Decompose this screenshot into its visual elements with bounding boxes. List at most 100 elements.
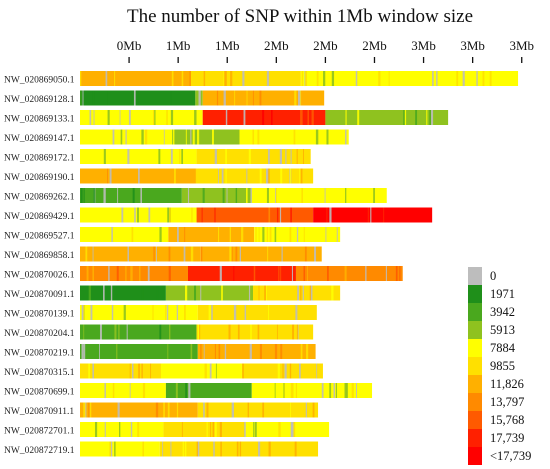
density-window — [274, 344, 278, 359]
density-window — [133, 90, 136, 106]
row-label: NW_020869172.1 — [4, 154, 75, 164]
row-label: NW_020870139.1 — [4, 310, 75, 320]
density-window — [269, 227, 272, 242]
density-window — [268, 441, 271, 457]
chromosome-row: NW_020869429.1 — [4, 207, 433, 223]
density-window — [185, 383, 188, 398]
density-window — [307, 110, 309, 125]
density-window — [176, 402, 179, 418]
density-window — [194, 285, 197, 301]
density-window — [301, 110, 303, 125]
density-window — [196, 129, 200, 145]
chromosome-row: NW_020870219.1 — [4, 344, 316, 359]
density-window — [325, 227, 327, 242]
density-window — [156, 285, 159, 301]
density-window — [92, 363, 94, 379]
density-window — [367, 207, 370, 223]
density-window — [176, 305, 179, 320]
density-segment — [80, 110, 203, 125]
density-window — [316, 363, 318, 379]
density-window — [117, 188, 119, 203]
chromosome-rows: NW_020869050.1 NW_020869128.1 NW_020869133… — [4, 71, 519, 457]
density-window — [346, 383, 348, 398]
density-window — [234, 90, 236, 106]
chromosome-row: NW_020869172.1 — [4, 149, 311, 164]
density-window — [312, 402, 315, 418]
row-label: NW_020870026.1 — [4, 271, 75, 281]
density-window — [92, 90, 95, 106]
density-window — [290, 149, 292, 164]
density-segment — [313, 207, 433, 223]
density-segment — [80, 402, 198, 418]
legend-swatch — [468, 339, 482, 357]
density-window — [378, 71, 381, 86]
density-window — [244, 422, 246, 437]
density-window — [203, 402, 205, 418]
density-window — [345, 129, 347, 145]
x-tick-label: 3Mb — [460, 38, 485, 53]
density-window — [268, 207, 271, 223]
density-window — [159, 227, 162, 242]
density-window — [311, 110, 314, 125]
density-window — [303, 266, 306, 281]
density-window — [170, 149, 173, 164]
density-window — [125, 129, 127, 145]
density-window — [289, 168, 291, 184]
density-window — [239, 441, 242, 457]
density-window — [250, 324, 252, 340]
density-window — [88, 402, 90, 418]
density-window — [221, 168, 224, 184]
chromosome-row: NW_020872719.1 — [4, 441, 319, 457]
density-window — [116, 344, 118, 359]
density-segment — [200, 246, 322, 262]
density-window — [289, 402, 291, 418]
density-window — [80, 90, 82, 106]
density-window — [144, 129, 148, 145]
density-window — [195, 168, 198, 184]
legend-swatch — [468, 267, 482, 285]
density-window — [231, 402, 234, 418]
density-window — [155, 402, 159, 418]
density-window — [99, 344, 100, 359]
density-window — [104, 383, 106, 398]
density-window — [229, 227, 231, 242]
chromosome-row: NW_020869858.1 — [4, 246, 322, 262]
density-window — [183, 305, 186, 320]
density-window — [141, 285, 144, 301]
density-window — [246, 90, 248, 106]
density-segment — [245, 422, 330, 437]
legend-label: 7884 — [490, 341, 516, 355]
density-window — [301, 188, 303, 203]
density-window — [296, 149, 298, 164]
density-window — [373, 188, 375, 203]
density-window — [297, 90, 301, 106]
density-window — [278, 266, 280, 281]
density-window — [137, 207, 139, 223]
density-segment — [239, 441, 319, 457]
color-legend: 0 1971 3942 5913 7884 9855 11,826 13,797 15,768 1… — [468, 267, 531, 465]
density-window — [92, 246, 94, 262]
density-window — [329, 383, 332, 398]
density-window — [166, 110, 168, 125]
density-window — [187, 188, 190, 203]
density-window — [300, 168, 303, 184]
density-window — [121, 207, 124, 223]
density-window — [211, 129, 214, 145]
density-window — [419, 207, 422, 223]
density-segment — [80, 71, 191, 86]
density-segment — [80, 344, 198, 359]
density-window — [140, 188, 142, 203]
density-window — [293, 422, 296, 437]
density-window — [237, 324, 240, 340]
density-segment — [80, 422, 164, 437]
chromosome-row: NW_020870699.1 — [4, 383, 373, 398]
density-window — [292, 324, 295, 340]
density-window — [199, 324, 201, 340]
legend-label: 15,768 — [490, 413, 524, 427]
density-window — [190, 129, 192, 145]
chromosome-row: NW_020870204.1 — [4, 324, 314, 340]
legend-swatch — [468, 429, 482, 447]
density-window — [280, 344, 283, 359]
density-window — [139, 266, 141, 281]
density-window — [162, 441, 164, 457]
